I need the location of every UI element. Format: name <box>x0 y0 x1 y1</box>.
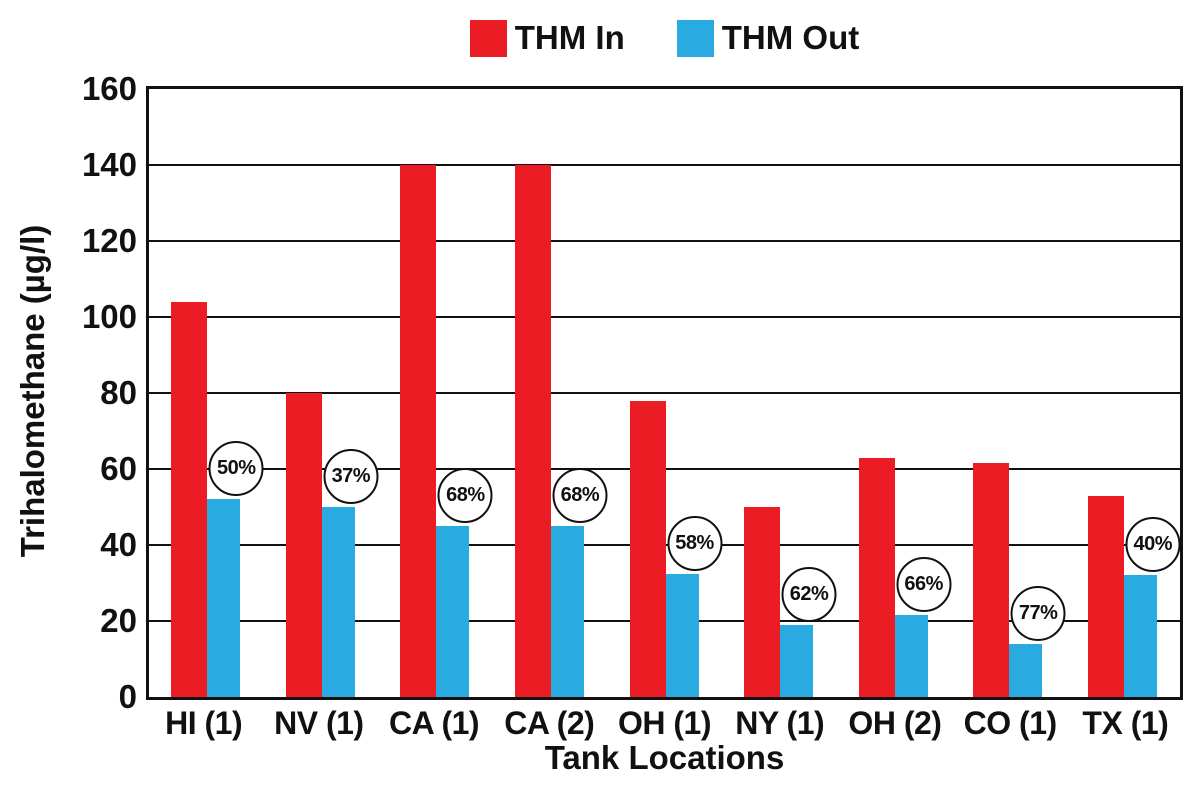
thm-in-bar <box>400 165 437 697</box>
x-tick-label-OH (1): OH (1) <box>617 705 712 741</box>
bar-group-HI (1): 50% <box>171 89 264 697</box>
thm-in-bar <box>514 165 551 697</box>
x-tick-label-CO (1): CO (1) <box>963 705 1058 741</box>
y-tick-label-60: 60 <box>100 450 137 487</box>
y-tick-label-20: 20 <box>100 602 137 639</box>
gridline-140 <box>149 163 1180 166</box>
bar-group-OH (2): 66% <box>858 89 952 697</box>
y-tick-label-0: 0 <box>118 678 137 715</box>
reduction-badge: 68% <box>552 468 608 523</box>
thm-in-bar <box>858 457 895 697</box>
thm-in-bar <box>973 463 1010 697</box>
bar-group-CA (2): 68% <box>514 89 608 697</box>
thm-in-color-swatch <box>469 19 507 57</box>
bar-group-NV (1): 37% <box>285 89 379 697</box>
thm-out-color-swatch <box>676 19 714 57</box>
thm-in-bar <box>1087 495 1124 697</box>
reduction-badge: 68% <box>437 468 493 523</box>
thm-out-bar <box>665 573 699 697</box>
thm-in-bar <box>171 301 208 697</box>
legend-item-thm-in: THM In <box>469 19 625 57</box>
reduction-badge: 62% <box>781 566 837 622</box>
thm-out-bar <box>894 615 928 697</box>
thm-out-bar <box>550 526 584 697</box>
x-tick-label-NY (1): NY (1) <box>735 705 825 741</box>
y-tick-label-140: 140 <box>81 146 137 183</box>
x-tick-label-CA (1): CA (1) <box>389 705 480 741</box>
x-tick-label-HI (1): HI (1) <box>165 705 243 741</box>
x-tick-label-NV (1): NV (1) <box>274 705 364 741</box>
reduction-badge: 37% <box>323 449 379 504</box>
thm-in-bar <box>629 400 666 697</box>
y-tick-label-40: 40 <box>100 526 137 563</box>
x-axis-tick-labels: HI (1) NV (1) CA (1) CA (2) OH (1) NY (1) OH (… <box>146 705 1183 742</box>
bar-group-CO (1): 77% <box>973 89 1066 697</box>
bar-group-TX (1): 40% <box>1087 89 1181 697</box>
gridline-80 <box>149 391 1180 394</box>
reduction-badge: 58% <box>667 515 722 571</box>
legend-label-thm-out: THM Out <box>721 19 860 56</box>
bar-group-CA (1): 68% <box>400 89 493 697</box>
y-tick-label-80: 80 <box>100 374 137 411</box>
gridline-120 <box>149 239 1180 242</box>
reduction-badge: 66% <box>896 557 952 613</box>
reduction-badge: 40% <box>1125 517 1181 573</box>
y-tick-label-100: 100 <box>81 298 137 335</box>
legend-label-thm-in: THM In <box>514 19 625 56</box>
thm-out-bar <box>321 507 355 697</box>
thm-out-bar <box>780 624 814 697</box>
reduction-badge: 77% <box>1010 585 1066 641</box>
reduction-badge: 50% <box>208 441 264 497</box>
y-tick-label-160: 160 <box>81 70 137 107</box>
thm-out-bar <box>1123 575 1157 697</box>
bar-group-OH (1): 58% <box>629 89 722 697</box>
plot-area: 0 20 40 60 80 100 120 140 160 50% 37% 68% 68% 58% 62% 6… <box>82 72 1183 714</box>
y-tick-label-120: 120 <box>81 222 137 259</box>
chart-legend: THM In THM Out <box>146 19 1183 57</box>
thm-out-bar <box>1009 643 1043 697</box>
legend-item-thm-out: THM Out <box>676 19 860 57</box>
thm-in-bar <box>744 507 781 697</box>
x-tick-label-OH (2): OH (2) <box>848 705 942 741</box>
x-tick-label-CA (2): CA (2) <box>504 705 595 741</box>
thm-out-bar <box>207 499 241 697</box>
x-tick-label-TX (1): TX (1) <box>1082 705 1169 741</box>
thm-out-bar <box>436 526 470 697</box>
x-axis-title: Tank Locations <box>544 739 785 776</box>
gridline-100 <box>149 315 1180 318</box>
thm-in-bar <box>285 393 322 697</box>
bar-group-NY (1): 62% <box>744 89 837 697</box>
